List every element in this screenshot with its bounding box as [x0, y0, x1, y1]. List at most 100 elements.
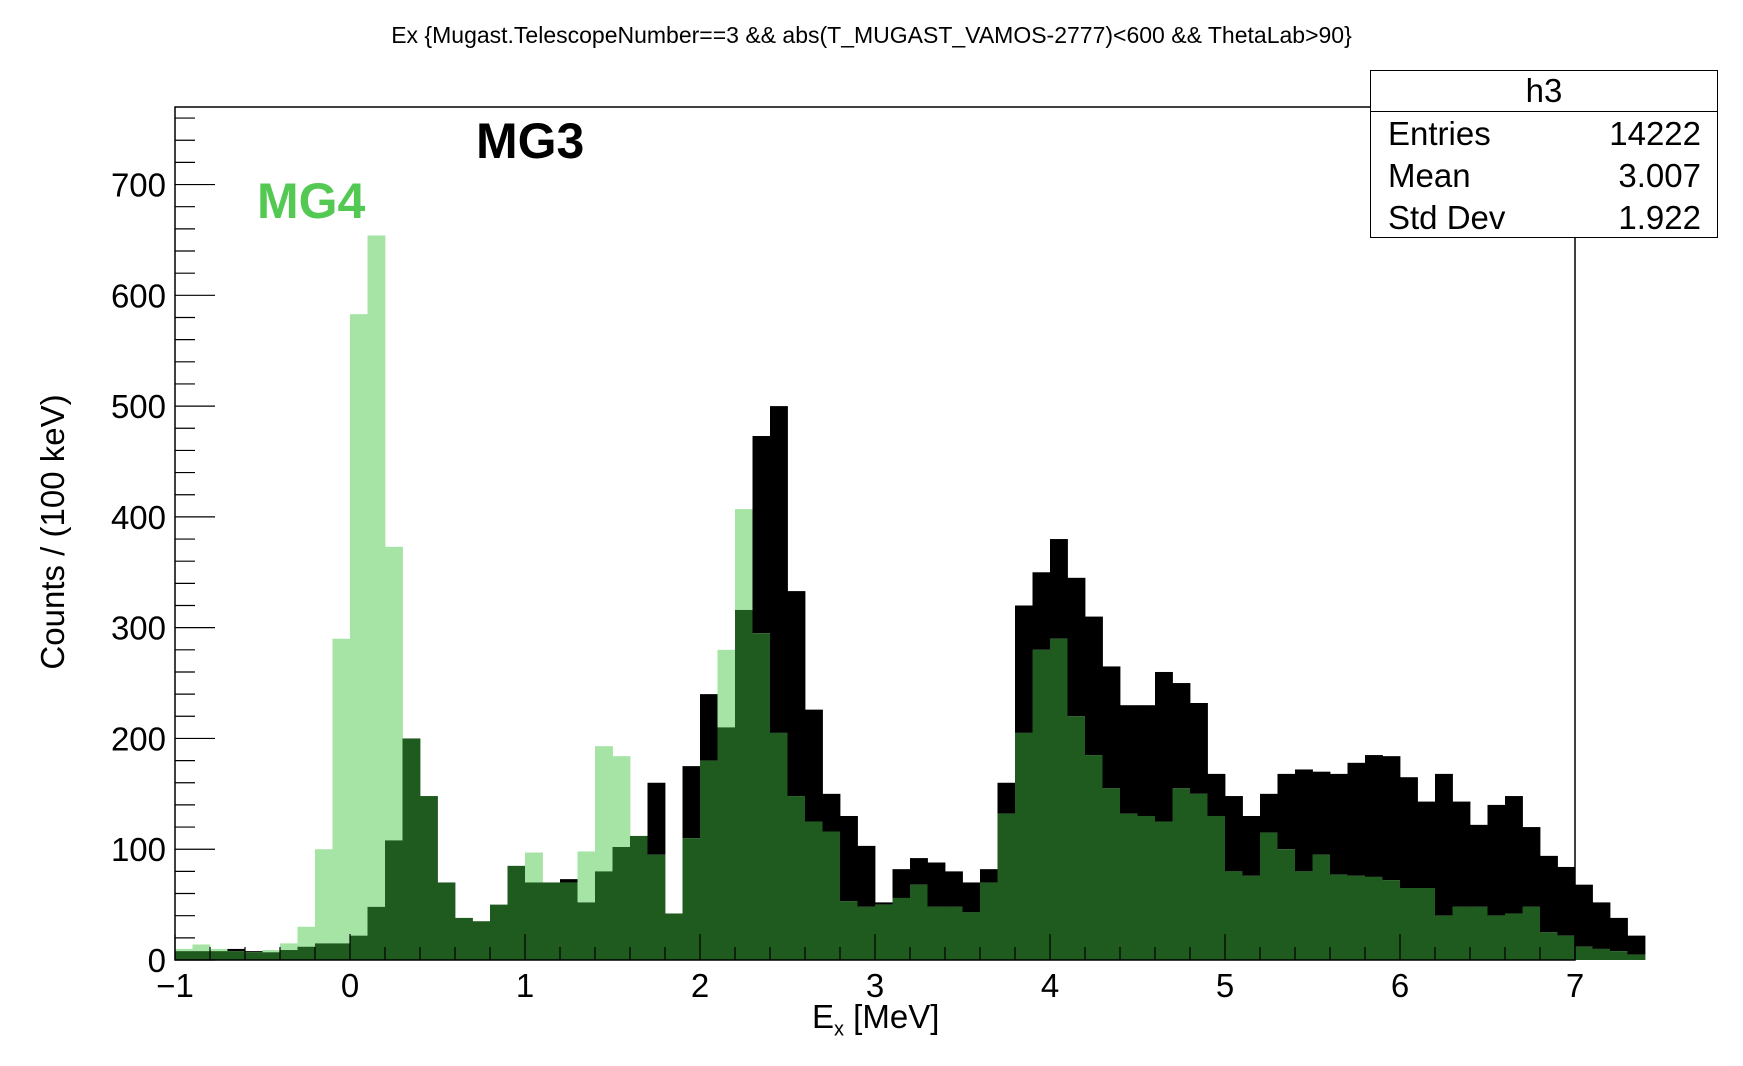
y-tick-label: 400: [111, 499, 166, 536]
stats-value: 3.007: [1618, 157, 1701, 194]
mg3-bar: [1155, 671, 1173, 822]
mg4-bar: [315, 849, 333, 944]
overlap-bar: [770, 732, 788, 960]
overlap-bar: [1207, 815, 1226, 960]
mg3-bar: [1295, 769, 1313, 872]
overlap-bar: [577, 902, 596, 960]
overlap-bar: [1452, 906, 1471, 960]
mg3-bar: [1102, 666, 1121, 789]
mg3-bar: [1522, 827, 1541, 907]
stats-row-mean: Mean 3.007: [1371, 154, 1717, 196]
mg3-bar: [787, 591, 806, 797]
overlap-bar: [420, 796, 438, 960]
y-tick-label: 500: [111, 388, 166, 425]
overlap-bar: [385, 840, 403, 960]
mg3-bar: [1400, 777, 1418, 888]
overlap-bar: [490, 904, 508, 960]
overlap-bar: [560, 882, 578, 960]
overlap-bar: [1120, 813, 1138, 960]
overlap-bar: [1330, 874, 1348, 960]
overlap-bar: [1610, 951, 1628, 960]
overlap-bar: [280, 950, 298, 960]
mg3-bar: [1592, 902, 1611, 949]
overlap-bar: [455, 917, 473, 960]
mg4-bar: [297, 926, 316, 947]
overlap-bar: [1312, 854, 1331, 960]
x-tick-label: 0: [341, 967, 359, 1004]
overlap-bar: [875, 904, 893, 960]
overlap-bar: [980, 882, 998, 960]
mg3-bar: [1225, 796, 1243, 872]
overlap-bar: [1172, 788, 1191, 960]
mg3-bar: [1627, 935, 1646, 955]
overlap-bar: [927, 906, 946, 960]
histogram-bars: [175, 235, 1646, 960]
overlap-bar: [402, 738, 421, 960]
overlap-bar: [542, 882, 561, 960]
overlap-bar: [630, 835, 648, 960]
mg3-bar: [647, 782, 666, 855]
overlap-bar: [1575, 946, 1593, 960]
mg3-bar: [245, 951, 263, 953]
mg3-bar: [945, 871, 963, 907]
mg3-bar: [1207, 773, 1226, 816]
mg4-bar: [367, 235, 386, 907]
overlap-bar: [682, 838, 701, 960]
mg4-bar: [210, 948, 228, 952]
mg3-bar: [1470, 824, 1488, 907]
overlap-bar: [1417, 887, 1436, 960]
overlap-bar: [262, 952, 281, 960]
overlap-bar: [1155, 821, 1173, 960]
y-tick-label: 600: [111, 277, 166, 314]
y-tick-label: 100: [111, 831, 166, 868]
overlap-bar: [1347, 875, 1366, 960]
mg3-bar: [1452, 801, 1471, 907]
mg3-bar: [1575, 884, 1593, 947]
overlap-bar: [332, 943, 351, 960]
overlap-bar: [1557, 935, 1576, 960]
overlap-bar: [1102, 788, 1121, 960]
mg3-bar: [892, 869, 911, 898]
overlap-bar: [1627, 954, 1646, 960]
overlap-bar: [997, 813, 1016, 960]
mg3-bar: [770, 406, 788, 733]
mg3-bar: [1382, 756, 1401, 881]
mg3-bar: [1120, 705, 1138, 814]
overlap-bar: [700, 760, 718, 960]
mg3-bar: [1032, 572, 1051, 650]
mg3-bar: [1312, 771, 1331, 855]
stats-row-entries: Entries 14222: [1371, 112, 1717, 154]
mg4-bar: [175, 948, 193, 952]
overlap-bar: [1137, 815, 1156, 960]
overlap-bar: [1540, 932, 1558, 960]
y-tick-label: 0: [148, 942, 166, 979]
overlap-bar: [962, 912, 981, 960]
mg3-bar: [1417, 801, 1436, 888]
mg3-bar: [700, 694, 718, 761]
stats-row-stddev: Std Dev 1.922: [1371, 196, 1717, 238]
overlap-bar: [805, 821, 823, 960]
stats-label: Entries: [1388, 115, 1491, 152]
mg3-bar: [910, 858, 928, 885]
overlap-bar: [227, 951, 246, 960]
x-axis-label-unit: [MeV]: [844, 998, 940, 1035]
overlap-bar: [1015, 732, 1033, 960]
overlap-bar: [945, 906, 963, 960]
mg3-label: MG3: [476, 113, 585, 169]
x-tick-label: −1: [156, 967, 194, 1004]
overlap-bar: [1050, 638, 1068, 960]
overlap-bar: [1365, 876, 1383, 960]
mg4-bar: [577, 851, 596, 903]
overlap-bar: [752, 633, 771, 960]
x-tick-label: 4: [1041, 967, 1059, 1004]
mg4-bar: [350, 314, 368, 936]
mg3-bar: [1277, 773, 1296, 850]
mg4-bar: [332, 638, 351, 944]
overlap-bar: [297, 946, 316, 960]
overlap-bar: [192, 951, 211, 960]
overlap-bar: [857, 906, 876, 960]
overlap-bar: [507, 865, 526, 960]
mg3-bar: [1015, 605, 1033, 733]
mg3-bar: [560, 879, 578, 883]
mg4-bar: [385, 546, 403, 841]
